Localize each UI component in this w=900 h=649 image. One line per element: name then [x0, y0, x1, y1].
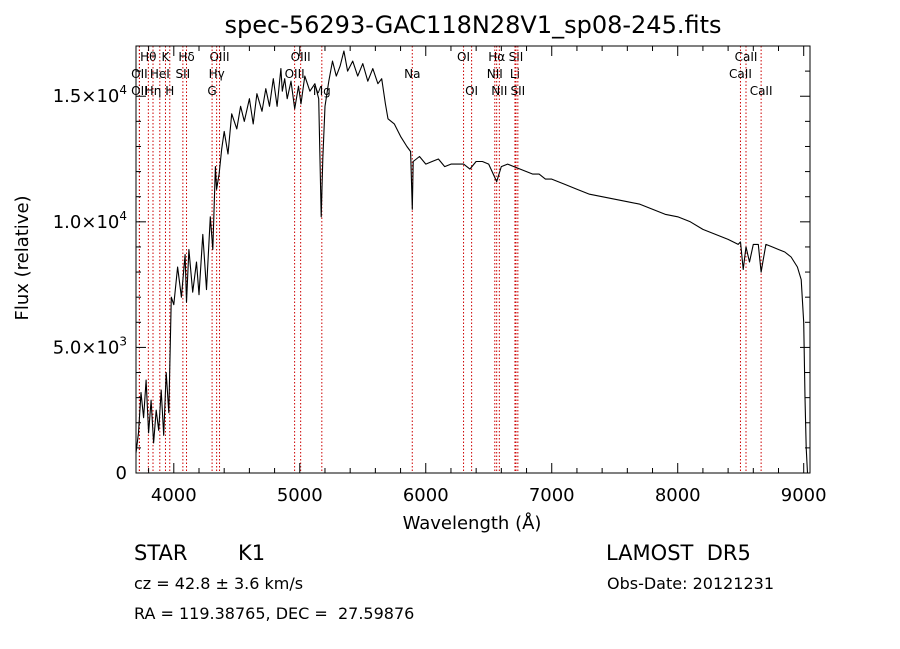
- spectral-subclass: K1: [238, 541, 266, 565]
- line-marker-label: Li: [510, 67, 520, 81]
- observation-date: Obs-Date: 20121231: [607, 574, 775, 593]
- x-tick-label: 6000: [403, 485, 449, 506]
- line-marker-label: K: [162, 50, 171, 64]
- survey-label: LAMOST DR5: [606, 541, 751, 565]
- line-marker-label: OI: [457, 50, 470, 64]
- line-marker-label: CaII: [729, 67, 752, 81]
- line-marker-label: OIII: [285, 67, 305, 81]
- line-marker-label: NII: [487, 67, 503, 81]
- y-tick-label: 1.5×104: [53, 83, 127, 107]
- x-tick-label: 5000: [277, 485, 323, 506]
- line-marker-label: Hγ: [209, 67, 225, 81]
- x-tick-label: 4000: [151, 485, 197, 506]
- line-marker-label: SII: [510, 84, 525, 98]
- y-tick-label: 0: [116, 463, 127, 484]
- line-marker-label: SII: [509, 50, 524, 64]
- line-marker-label: NII: [491, 84, 507, 98]
- object-type: STAR: [134, 541, 188, 565]
- line-marker-label: OII: [131, 84, 148, 98]
- line-marker-label: Hθ: [140, 50, 156, 64]
- line-marker-label: OI: [465, 84, 478, 98]
- x-axis-label: Wavelength (Å): [403, 512, 542, 534]
- line-marker-label: Na: [404, 67, 420, 81]
- line-marker-label: CaII: [750, 84, 773, 98]
- sky-coordinates: RA = 119.38765, DEC = 27.59876: [134, 604, 415, 623]
- line-marker-label: Hδ: [178, 50, 194, 64]
- plot-frame: [135, 45, 811, 474]
- chart-title: spec-56293-GAC118N28V1_sp08-245.fits: [225, 11, 722, 39]
- plot-axes: 4000 5000 6000 7000 8000 9000 0 5.0×103 1.0×104 1…: [53, 45, 827, 506]
- y-axis-label: Flux (relative): [12, 195, 33, 320]
- line-marker-label: OIII: [209, 50, 229, 64]
- y-tick-label: 5.0×103: [53, 334, 127, 358]
- line-marker-label: CaII: [735, 50, 758, 64]
- x-tick-label: 8000: [655, 485, 701, 506]
- y-tick-label: 1.0×104: [53, 209, 127, 233]
- x-tick-label: 7000: [529, 485, 575, 506]
- line-marker-label: Hη: [145, 84, 162, 98]
- line-marker-label: H: [165, 84, 174, 98]
- line-marker-label: G: [207, 84, 216, 98]
- x-tick-label: 9000: [781, 485, 827, 506]
- spectrum-line: [135, 50, 809, 474]
- line-marker-label: Hα: [488, 50, 505, 64]
- line-marker-label: OIII: [291, 50, 311, 64]
- line-marker-label: HeI: [150, 67, 170, 81]
- line-marker-label: SII: [176, 67, 191, 81]
- redshift-velocity: cz = 42.8 ± 3.6 km/s: [134, 574, 304, 593]
